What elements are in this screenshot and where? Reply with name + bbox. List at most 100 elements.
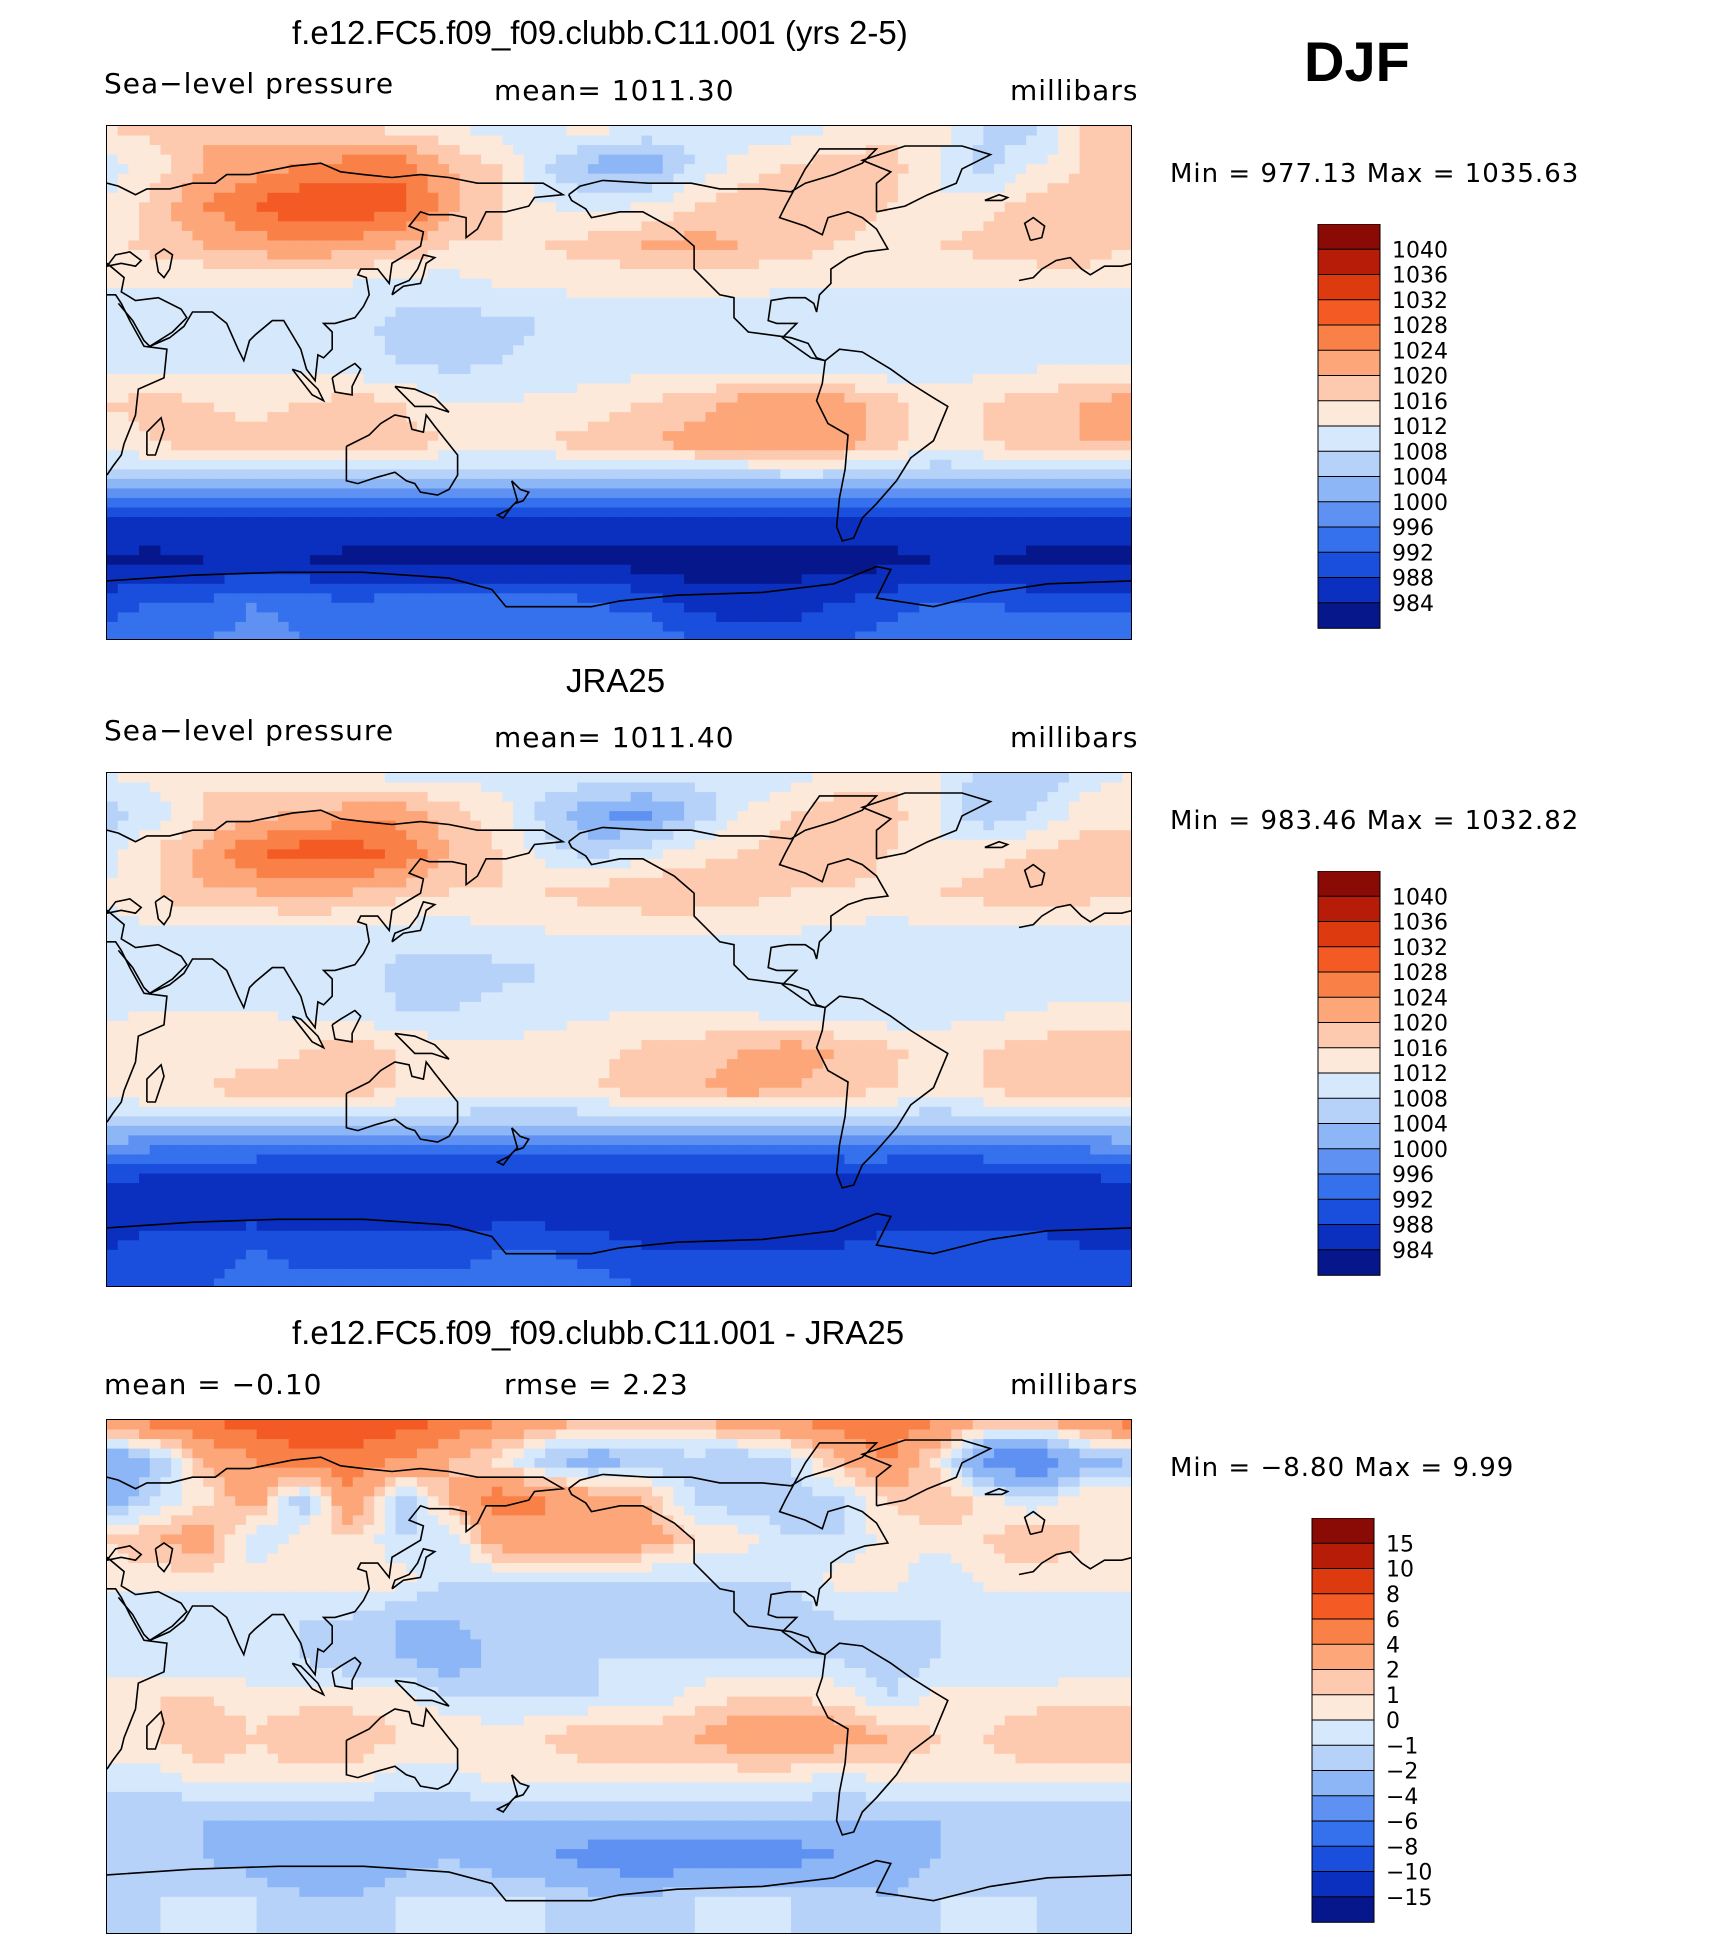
field-cell: [652, 412, 664, 423]
field-cell: [780, 421, 792, 432]
field-cell: [951, 259, 963, 270]
field-cell: [1122, 316, 1131, 327]
field-cell: [171, 173, 183, 184]
field-cell: [107, 278, 119, 289]
field-cell: [245, 555, 258, 566]
field-cell: [342, 316, 354, 327]
field-cell: [555, 488, 568, 499]
field-cell: [1058, 593, 1070, 604]
field-cell: [331, 431, 343, 442]
field-cell: [951, 135, 963, 146]
field-cell: [1047, 259, 1059, 270]
field-cell: [470, 431, 482, 442]
field-cell: [865, 383, 878, 394]
field-cell: [267, 126, 279, 137]
field-cell: [769, 345, 781, 356]
field-cell: [769, 288, 781, 299]
field-cell: [523, 202, 536, 213]
field-cell: [791, 192, 803, 203]
field-cell: [972, 345, 984, 356]
field-cell: [192, 402, 204, 413]
field-cell: [962, 183, 974, 194]
field-cell: [951, 335, 963, 346]
field-cell: [545, 126, 557, 137]
field-cell: [406, 459, 418, 470]
field-cell: [299, 202, 311, 213]
field-cell: [1047, 507, 1059, 518]
field-cell: [662, 440, 675, 451]
field-cell: [609, 288, 621, 299]
field-cell: [940, 593, 952, 604]
field-cell: [962, 507, 974, 518]
field-cell: [267, 602, 279, 613]
field-cell: [737, 373, 749, 385]
field-cell: [523, 364, 536, 375]
field-cell: [235, 259, 247, 270]
field-cell: [149, 507, 162, 518]
field-cell: [598, 316, 610, 327]
field-cell: [662, 354, 675, 366]
field-cell: [876, 383, 888, 394]
field-cell: [662, 431, 675, 442]
field-cell: [235, 526, 247, 537]
field-cell: [855, 440, 867, 451]
field-cell: [384, 545, 397, 556]
field-cell: [929, 145, 942, 156]
field-cell: [748, 221, 760, 232]
field-cell: [929, 450, 942, 461]
field-cell: [299, 269, 311, 280]
field-cell: [897, 249, 910, 261]
field-cell: [887, 412, 899, 423]
field-cell: [342, 478, 354, 490]
field-cell: [1026, 555, 1038, 566]
field-cell: [416, 602, 429, 613]
field-cell: [117, 145, 129, 156]
field-cell: [823, 173, 835, 184]
field-cell: [288, 431, 300, 442]
field-cell: [897, 440, 910, 451]
field-cell: [844, 459, 856, 470]
field-cell: [363, 249, 375, 261]
field-cell: [203, 240, 215, 251]
field-cell: [481, 507, 493, 518]
field-cell: [876, 335, 888, 346]
field-cell: [577, 393, 589, 404]
field-cell: [235, 126, 247, 137]
field-cell: [149, 345, 162, 356]
field-cell: [865, 364, 878, 375]
field-cell: [203, 602, 215, 613]
field-cell: [662, 497, 675, 509]
field-cell: [470, 354, 482, 366]
field-cell: [1047, 478, 1059, 490]
field-cell: [823, 583, 835, 594]
field-cell: [833, 440, 846, 451]
field-cell: [972, 593, 984, 604]
field-cell: [908, 555, 920, 566]
field-cell: [213, 402, 226, 413]
field-cell: [555, 364, 568, 375]
field-cell: [459, 469, 471, 480]
field-cell: [534, 373, 546, 385]
field-cell: [128, 431, 140, 442]
field-cell: [406, 393, 418, 404]
field-cell: [331, 240, 343, 251]
field-cell: [1111, 164, 1123, 175]
field-cell: [844, 583, 856, 594]
field-cell: [1058, 602, 1070, 613]
field-cell: [876, 364, 888, 375]
field-cell: [352, 393, 365, 404]
field-cell: [320, 183, 333, 194]
field-cell: [310, 345, 322, 356]
field-cell: [1015, 164, 1027, 175]
field-cell: [812, 469, 824, 480]
field-cell: [342, 297, 354, 308]
field-cell: [577, 545, 589, 556]
field-cell: [652, 373, 664, 385]
field-cell: [320, 459, 333, 470]
field-cell: [801, 459, 813, 470]
field-cell: [342, 507, 354, 518]
field-cell: [598, 421, 610, 432]
field-cell: [470, 507, 482, 518]
field-cell: [149, 240, 162, 251]
field-cell: [139, 345, 151, 356]
